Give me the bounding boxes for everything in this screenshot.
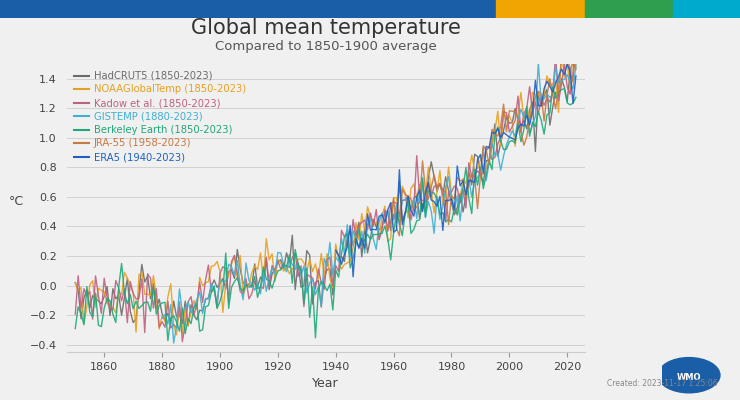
- Circle shape: [658, 358, 720, 393]
- Text: Global mean temperature: Global mean temperature: [191, 18, 460, 38]
- Bar: [585, 0, 673, 18]
- Text: WMO: WMO: [677, 373, 702, 382]
- Legend: HadCRUT5 (1850-2023), NOAAGlobalTemp (1850-2023), Kadow et al. (1850-2023), GIST: HadCRUT5 (1850-2023), NOAAGlobalTemp (18…: [70, 67, 249, 166]
- Text: Created: 2023-11-17 1:25:06: Created: 2023-11-17 1:25:06: [608, 379, 718, 388]
- Bar: [0, 0, 496, 18]
- Y-axis label: °C: °C: [8, 195, 24, 208]
- Text: Compared to 1850-1900 average: Compared to 1850-1900 average: [215, 40, 437, 53]
- Bar: [496, 0, 585, 18]
- Bar: [673, 0, 740, 18]
- X-axis label: Year: Year: [312, 377, 339, 390]
